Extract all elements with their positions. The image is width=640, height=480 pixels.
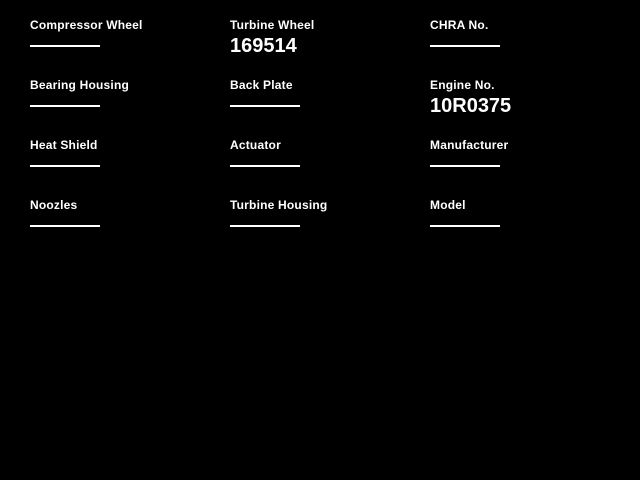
field-label: Model — [430, 198, 466, 212]
field-label: Turbine Housing — [230, 198, 328, 212]
field-engine-no: Engine No. 10R0375 — [430, 79, 630, 139]
parts-form-grid: Compressor Wheel Turbine Wheel 169514 CH… — [30, 19, 630, 259]
field-label: Manufacturer — [430, 138, 509, 152]
field-label: Actuator — [230, 138, 281, 152]
field-label: Bearing Housing — [30, 78, 130, 92]
field-model: Model — [430, 199, 630, 259]
field-input-underline[interactable] — [30, 165, 100, 167]
field-label: Back Plate — [230, 78, 293, 92]
field-compressor-wheel: Compressor Wheel — [30, 19, 230, 79]
field-label: Heat Shield — [30, 138, 98, 152]
field-turbine-housing: Turbine Housing — [230, 199, 430, 259]
field-noozles: Noozles — [30, 199, 230, 259]
field-input-underline[interactable] — [430, 165, 500, 167]
field-label: Compressor Wheel — [30, 18, 143, 32]
field-chra-no: CHRA No. — [430, 19, 630, 79]
field-manufacturer: Manufacturer — [430, 139, 630, 199]
field-label: Noozles — [30, 198, 78, 212]
field-input-underline[interactable] — [30, 45, 100, 47]
field-actuator: Actuator — [230, 139, 430, 199]
field-input-value[interactable]: 10R0375 — [430, 95, 512, 117]
field-input-underline[interactable] — [230, 165, 300, 167]
field-input-underline[interactable] — [30, 225, 100, 227]
field-bearing-housing: Bearing Housing — [30, 79, 230, 139]
field-back-plate: Back Plate — [230, 79, 430, 139]
field-label: Engine No. — [430, 78, 495, 92]
field-label: Turbine Wheel — [230, 18, 315, 32]
field-input-underline[interactable] — [230, 225, 300, 227]
field-input-underline[interactable] — [430, 45, 500, 47]
field-input-value[interactable]: 169514 — [230, 35, 297, 57]
field-label: CHRA No. — [430, 18, 489, 32]
field-input-underline[interactable] — [430, 225, 500, 227]
field-turbine-wheel: Turbine Wheel 169514 — [230, 19, 430, 79]
field-input-underline[interactable] — [230, 105, 300, 107]
field-input-underline[interactable] — [30, 105, 100, 107]
field-heat-shield: Heat Shield — [30, 139, 230, 199]
